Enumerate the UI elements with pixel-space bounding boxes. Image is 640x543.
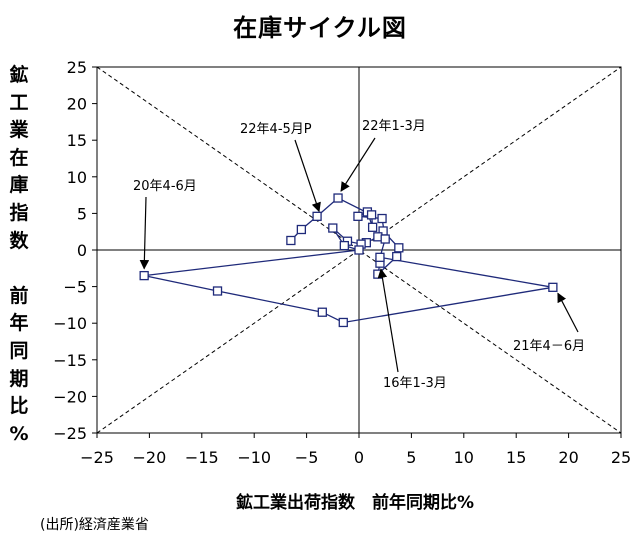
x-tick-label: −15 xyxy=(185,448,219,467)
data-point-marker xyxy=(380,234,390,244)
y-axis-label-char: 鉱 xyxy=(9,64,29,86)
y-tick-label: −20 xyxy=(53,387,87,406)
data-point-marker xyxy=(333,193,343,203)
data-point-marker xyxy=(317,307,327,317)
data-point-marker xyxy=(328,223,338,233)
y-tick-label: 5 xyxy=(77,204,87,223)
annotation-arrow xyxy=(340,137,376,192)
data-point-marker xyxy=(212,286,223,296)
data-point-marker xyxy=(377,213,387,224)
data-point-marker xyxy=(286,235,296,246)
y-axis-label-char: 工 xyxy=(9,91,29,114)
annotation-arrow xyxy=(139,196,150,270)
x-axis-label: 鉱工業出荷指数 前年同期比% xyxy=(236,493,475,513)
y-axis-label-char: 業 xyxy=(9,119,29,142)
y-axis-label-char: 在 xyxy=(9,146,29,169)
data-point-marker xyxy=(367,222,378,232)
data-point-marker xyxy=(392,251,402,262)
x-tick-label: 0 xyxy=(354,448,364,467)
data-point-marker xyxy=(312,211,322,221)
y-axis-label-char: 期 xyxy=(9,367,29,390)
y-tick-label: 0 xyxy=(77,241,87,260)
y-tick-label: −15 xyxy=(53,351,87,370)
x-tick-label: 25 xyxy=(611,448,631,467)
annotation-label: 16年1-3月 xyxy=(383,376,447,391)
diagonal-line xyxy=(96,66,622,434)
x-tick-label: 20 xyxy=(558,448,578,467)
data-point-marker xyxy=(373,269,383,279)
x-tick-label: 15 xyxy=(506,448,526,467)
y-tick-label: 20 xyxy=(67,95,87,114)
data-point-marker xyxy=(375,252,385,262)
chart-title: 在庫サイクル図 xyxy=(233,14,407,42)
annotation-arrow xyxy=(294,139,321,213)
data-point-marker xyxy=(548,282,558,292)
x-tick-label: 5 xyxy=(406,448,416,467)
annotation-label: 21年4－6月 xyxy=(513,339,585,354)
y-axis-label: 鉱工業在庫指数 前年同期比% xyxy=(6,62,32,448)
y-axis-label-char: 数 xyxy=(9,229,29,252)
x-tick-label: −5 xyxy=(295,448,319,467)
y-axis-label-char: 庫 xyxy=(9,174,29,197)
y-axis-label-char: 比 xyxy=(9,395,29,418)
y-axis-label-char: 同 xyxy=(9,339,29,362)
x-tick-label: −25 xyxy=(80,448,114,467)
y-tick-label: −10 xyxy=(53,314,87,333)
annotation-arrow xyxy=(377,268,399,373)
y-axis-label-char: 前 xyxy=(9,284,29,307)
data-point-marker xyxy=(139,270,149,281)
annotation-label: 22年4-5月P xyxy=(240,122,312,137)
data-point-marker xyxy=(338,317,348,328)
y-axis-label-char: 年 xyxy=(9,312,29,335)
y-axis-label-char: % xyxy=(9,422,29,445)
y-tick-label: −25 xyxy=(53,424,87,443)
annotation-label: 20年4-6月 xyxy=(133,179,197,194)
x-tick-label: 10 xyxy=(454,448,474,467)
y-tick-label: 15 xyxy=(67,131,87,150)
x-tick-label: −20 xyxy=(133,448,167,467)
diagonal-line xyxy=(96,66,622,434)
data-point-marker xyxy=(366,210,377,220)
y-tick-label: −5 xyxy=(63,278,87,297)
y-axis-label-char: 指 xyxy=(9,201,29,224)
data-point-marker xyxy=(394,243,404,253)
annotation-arrow xyxy=(557,292,579,333)
annotation-label: 22年1-3月 xyxy=(362,119,426,134)
y-tick-label: 10 xyxy=(67,168,87,187)
data-point-marker xyxy=(296,224,307,235)
series-line xyxy=(144,197,554,324)
data-point-marker xyxy=(353,211,363,221)
y-tick-label: 25 xyxy=(67,58,87,77)
x-tick-label: −10 xyxy=(237,448,271,467)
source-note: (出所)経済産業省 xyxy=(40,517,149,533)
data-point-marker xyxy=(354,245,364,255)
data-point-marker xyxy=(339,240,349,251)
